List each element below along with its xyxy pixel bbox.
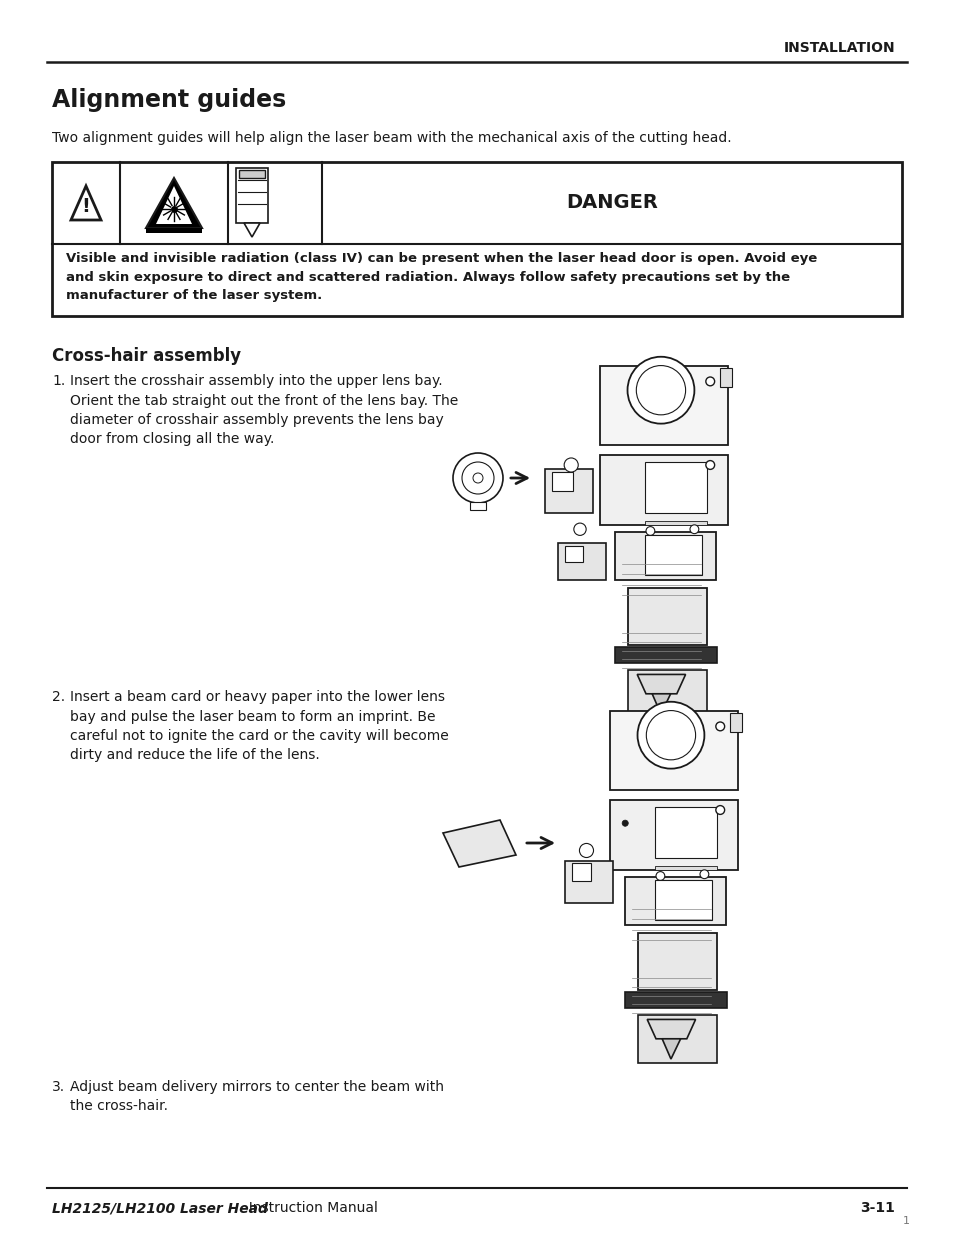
Circle shape <box>461 462 494 494</box>
Bar <box>146 228 202 233</box>
Bar <box>564 861 613 903</box>
Bar <box>615 647 717 663</box>
Circle shape <box>473 473 482 483</box>
Text: Adjust beam delivery mirrors to center the beam with
the cross-hair.: Adjust beam delivery mirrors to center t… <box>70 1079 443 1114</box>
Circle shape <box>578 844 593 857</box>
Text: 1: 1 <box>902 1216 909 1226</box>
Text: Instruction Manual: Instruction Manual <box>240 1200 377 1215</box>
Circle shape <box>705 461 714 469</box>
Circle shape <box>453 453 502 503</box>
Polygon shape <box>244 224 260 237</box>
Bar <box>609 799 737 869</box>
Circle shape <box>621 820 628 826</box>
Circle shape <box>700 869 708 878</box>
Circle shape <box>705 377 714 385</box>
Polygon shape <box>146 178 202 228</box>
Bar <box>599 366 727 445</box>
Bar <box>644 462 706 513</box>
Text: 3.: 3. <box>52 1079 65 1094</box>
Bar <box>644 521 706 525</box>
Text: Two alignment guides will help align the laser beam with the mechanical axis of : Two alignment guides will help align the… <box>52 131 731 144</box>
Bar <box>627 669 706 718</box>
Polygon shape <box>661 1039 679 1060</box>
Bar <box>720 368 732 387</box>
Polygon shape <box>637 674 685 694</box>
Circle shape <box>656 872 664 881</box>
Bar <box>558 543 606 580</box>
Bar <box>470 501 485 510</box>
Bar <box>627 588 706 645</box>
Bar <box>239 170 265 178</box>
Text: 1.: 1. <box>52 374 65 388</box>
Circle shape <box>689 525 698 534</box>
Polygon shape <box>442 820 516 867</box>
Circle shape <box>574 524 585 536</box>
Polygon shape <box>652 694 670 714</box>
Bar <box>609 711 737 790</box>
Circle shape <box>636 366 685 415</box>
Circle shape <box>715 805 724 814</box>
Bar <box>638 932 717 990</box>
Bar <box>624 877 725 925</box>
Bar <box>564 546 582 562</box>
Text: LH2125/LH2100 Laser Head: LH2125/LH2100 Laser Head <box>52 1200 268 1215</box>
Bar <box>655 866 716 869</box>
Bar <box>572 863 591 881</box>
Text: Visible and invisible radiation (class IV) can be present when the laser head do: Visible and invisible radiation (class I… <box>66 252 817 303</box>
Bar <box>544 469 593 513</box>
Text: DANGER: DANGER <box>565 194 658 212</box>
Polygon shape <box>156 186 192 224</box>
Circle shape <box>715 722 724 731</box>
Bar <box>655 881 712 920</box>
Text: !: ! <box>81 198 91 216</box>
Bar <box>638 1015 717 1063</box>
Polygon shape <box>646 1019 695 1039</box>
Bar <box>552 472 573 492</box>
Bar <box>644 536 701 576</box>
Bar <box>615 531 716 580</box>
Circle shape <box>645 526 654 536</box>
Circle shape <box>627 357 694 424</box>
Text: 3-11: 3-11 <box>860 1200 894 1215</box>
Bar <box>599 454 727 525</box>
Bar <box>235 168 268 224</box>
Circle shape <box>645 710 695 760</box>
Text: Insert a beam card or heavy paper into the lower lens
bay and pulse the laser be: Insert a beam card or heavy paper into t… <box>70 690 448 762</box>
Text: Insert the crosshair assembly into the upper lens bay.
Orient the tab straight o: Insert the crosshair assembly into the u… <box>70 374 457 447</box>
Text: Alignment guides: Alignment guides <box>52 88 286 112</box>
Bar <box>729 713 741 732</box>
Text: Cross-hair assembly: Cross-hair assembly <box>52 347 241 366</box>
Circle shape <box>637 701 703 768</box>
Text: INSTALLATION: INSTALLATION <box>782 41 894 56</box>
Bar <box>52 162 901 316</box>
Bar <box>655 806 716 858</box>
Polygon shape <box>71 186 101 220</box>
Text: 2.: 2. <box>52 690 65 704</box>
Circle shape <box>563 458 578 472</box>
Bar <box>624 992 726 1008</box>
